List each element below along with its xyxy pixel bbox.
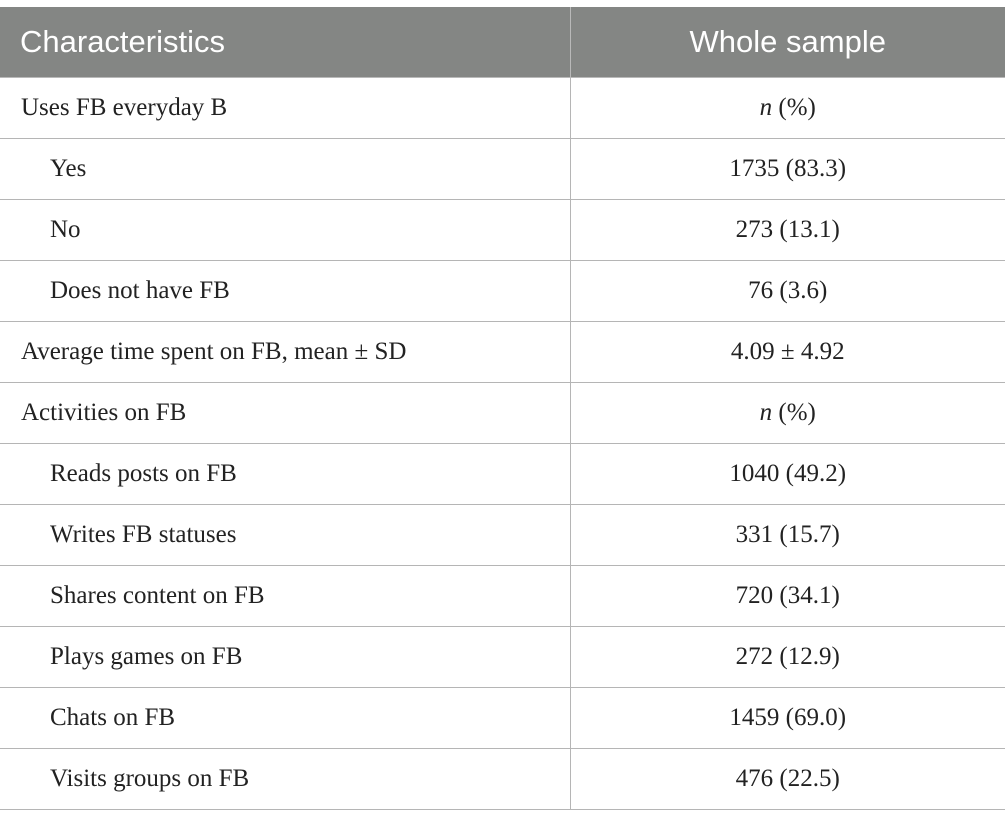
row-label: Writes FB statuses (0, 504, 571, 566)
row-value: 273 (13.1) (569, 199, 1005, 261)
header-whole-sample: Whole sample (569, 7, 1005, 78)
table-row: Plays games on FB 272 (12.9) (0, 626, 1005, 688)
row-label: Uses FB everyday B (0, 77, 571, 139)
row-value: 76 (3.6) (569, 260, 1005, 322)
row-value: 476 (22.5) (569, 748, 1005, 810)
row-value: 331 (15.7) (569, 504, 1005, 566)
table-row: Reads posts on FB 1040 (49.2) (0, 443, 1005, 505)
table-header: Characteristics Whole sample (0, 7, 1005, 78)
table-row: Activities on FB n (%) (0, 382, 1005, 444)
row-label: Activities on FB (0, 382, 571, 444)
row-value: 1040 (49.2) (569, 443, 1005, 505)
row-value: 1735 (83.3) (569, 138, 1005, 200)
table-row: Average time spent on FB, mean ± SD 4.09… (0, 321, 1005, 383)
table-row: No 273 (13.1) (0, 199, 1005, 261)
row-value: 1459 (69.0) (569, 687, 1005, 749)
row-label: Reads posts on FB (0, 443, 571, 505)
row-label: Shares content on FB (0, 565, 571, 627)
percent-unit: (%) (772, 94, 816, 121)
characteristics-table: Characteristics Whole sample Uses FB eve… (0, 7, 1005, 810)
row-label: Does not have FB (0, 260, 571, 322)
row-label: No (0, 199, 571, 261)
row-value: 720 (34.1) (569, 565, 1005, 627)
table-row: Shares content on FB 720 (34.1) (0, 565, 1005, 627)
percent-unit: (%) (772, 399, 816, 426)
row-label: Chats on FB (0, 687, 571, 749)
row-value: n (%) (569, 77, 1005, 139)
row-label: Plays games on FB (0, 626, 571, 688)
row-label: Visits groups on FB (0, 748, 571, 810)
header-row: Characteristics Whole sample (0, 7, 1005, 78)
table-row: Chats on FB 1459 (69.0) (0, 687, 1005, 749)
n-symbol: n (759, 94, 773, 121)
row-value: n (%) (569, 382, 1005, 444)
table-body: Uses FB everyday B n (%) Yes 1735 (83.3)… (0, 77, 1005, 810)
row-label: Average time spent on FB, mean ± SD (0, 321, 571, 383)
row-label: Yes (0, 138, 571, 200)
row-value: 4.09 ± 4.92 (569, 321, 1005, 383)
table-row: Does not have FB 76 (3.6) (0, 260, 1005, 322)
table-row: Visits groups on FB 476 (22.5) (0, 748, 1005, 810)
header-characteristics: Characteristics (0, 7, 571, 78)
row-value: 272 (12.9) (569, 626, 1005, 688)
table-row: Writes FB statuses 331 (15.7) (0, 504, 1005, 566)
n-symbol: n (759, 399, 773, 426)
table-row: Uses FB everyday B n (%) (0, 77, 1005, 139)
table-row: Yes 1735 (83.3) (0, 138, 1005, 200)
